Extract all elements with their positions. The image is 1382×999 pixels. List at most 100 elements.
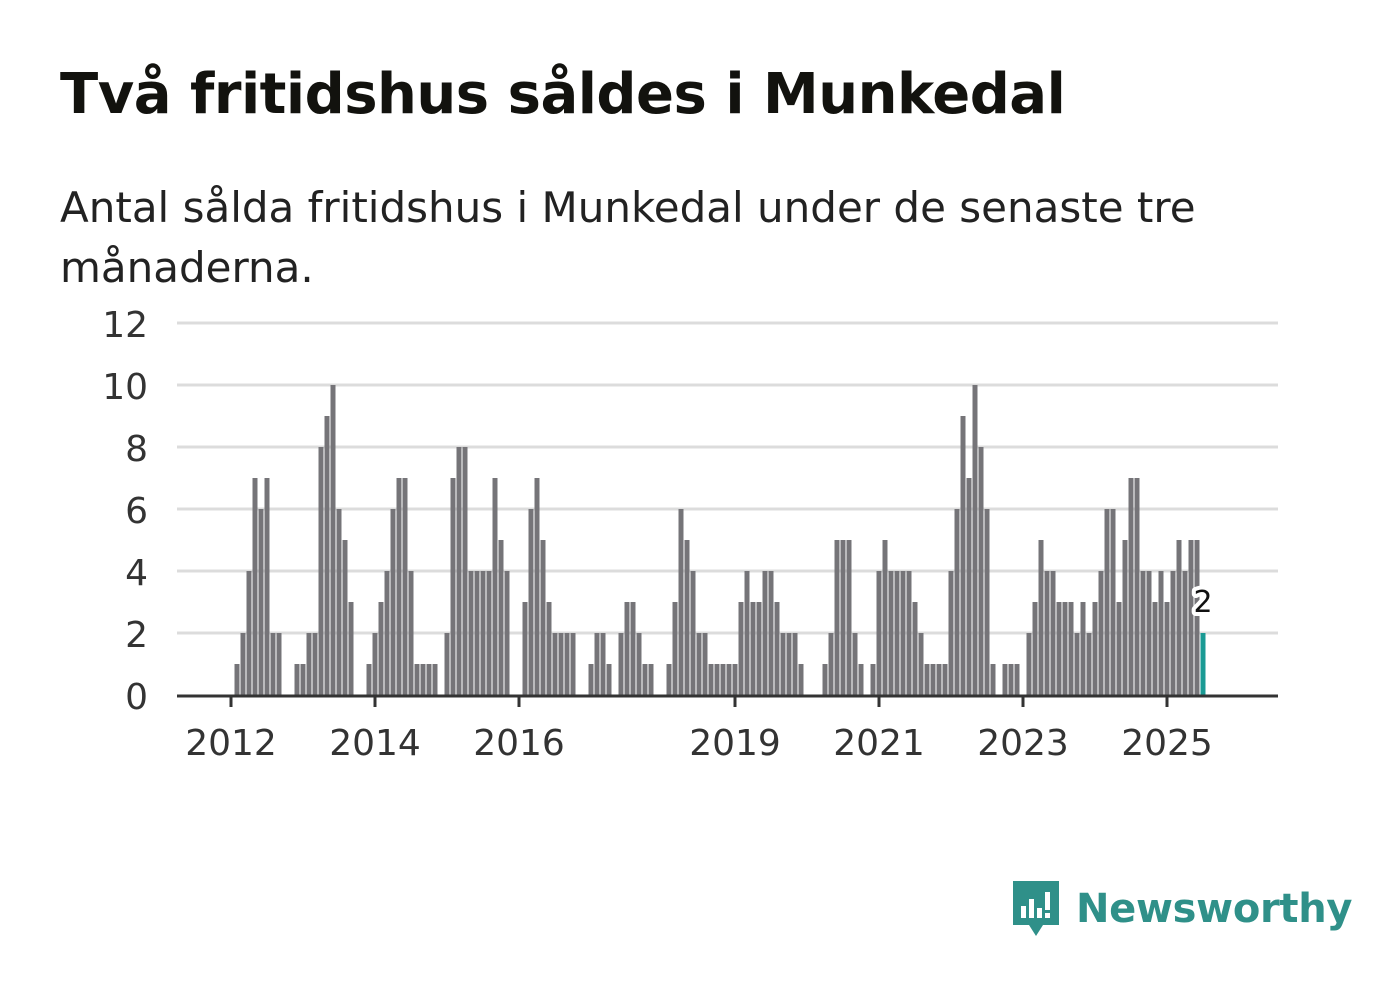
bar [420,664,426,695]
bar [522,602,528,695]
bar [270,633,276,695]
x-axis-ticks: 2012 2014 2016 2019 2021 2023 2025 [185,697,1213,764]
bar [852,633,858,695]
bar [1002,664,1008,695]
bar [342,540,348,695]
bar [834,540,840,695]
bar [978,447,984,695]
bar [666,664,672,695]
bar [636,633,642,695]
y-tick-label: 2 [125,615,148,656]
bar [300,664,306,695]
bar [948,571,954,695]
bar [1098,571,1104,695]
bar [276,633,282,695]
bar [1044,571,1050,695]
bar [786,633,792,695]
y-axis-ticks: 0 2 4 6 8 10 12 [102,305,148,718]
bar [894,571,900,695]
bar [618,633,624,695]
y-tick-label: 8 [125,429,148,470]
bar [1140,571,1146,695]
y-tick-label: 4 [125,553,148,594]
bar [1158,571,1164,695]
bar [312,633,318,695]
bar [846,540,852,695]
x-tick-label: 2016 [473,723,565,764]
bar [588,664,594,695]
bar [684,540,690,695]
bar [882,540,888,695]
bar [606,664,612,695]
bar [324,416,330,695]
bar [372,633,378,695]
bar [780,633,786,695]
bar [828,633,834,695]
bar [558,633,564,695]
bar [408,571,414,695]
y-tick-label: 6 [125,491,148,532]
x-tick-label: 2019 [689,723,781,764]
highlight-value-label: 2 [1193,585,1212,620]
bar [1188,540,1194,695]
bar [1134,478,1140,695]
y-tick-label: 12 [102,305,148,346]
bar [306,633,312,695]
bar [414,664,420,695]
brand-name: Newsworthy [1076,886,1353,932]
bar [942,664,948,695]
y-tick-label: 0 [125,677,148,718]
bar [1050,571,1056,695]
bar [600,633,606,695]
bar [1032,602,1038,695]
bar [294,664,300,695]
bar [1116,602,1122,695]
bar [900,571,906,695]
bar [1170,571,1176,695]
bar [1014,664,1020,695]
bar [888,571,894,695]
bar [1122,540,1128,695]
x-tick-label: 2012 [185,723,277,764]
bar [1182,571,1188,695]
chart-subtitle: Antal sålda fritidshus i Munkedal under … [60,183,1196,292]
bars [234,385,1206,695]
bar [486,571,492,695]
y-tick-label: 10 [102,367,148,408]
bar [318,447,324,695]
bar [912,602,918,695]
bar [690,571,696,695]
bar [876,571,882,695]
x-tick-label: 2014 [329,723,421,764]
bar [348,602,354,695]
bar [702,633,708,695]
bar [570,633,576,695]
bar [444,633,450,695]
x-tick-label: 2025 [1121,723,1213,764]
bar [984,509,990,695]
bar [1038,540,1044,695]
bar [954,509,960,695]
bar [426,664,432,695]
bar [492,478,498,695]
bar [1062,602,1068,695]
bar [462,447,468,695]
bar [252,478,258,695]
bar [930,664,936,695]
bar [366,664,372,695]
bar [540,540,546,695]
bar [564,633,570,695]
bar [990,664,996,695]
bar [678,509,684,695]
bar [234,664,240,695]
bar [336,509,342,695]
bar [726,664,732,695]
bar [240,633,246,695]
bar [390,509,396,695]
bar [1068,602,1074,695]
bar [822,664,828,695]
bar [840,540,846,695]
bar [648,664,654,695]
bar [870,664,876,695]
bar [1026,633,1032,695]
